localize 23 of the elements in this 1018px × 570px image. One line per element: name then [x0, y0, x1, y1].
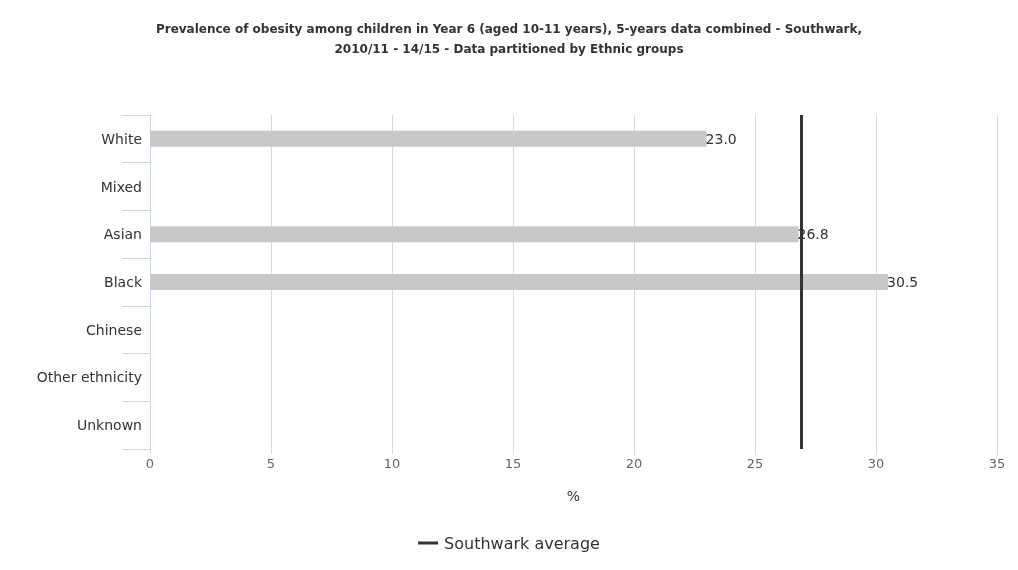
x-tick-label: 10	[383, 456, 401, 471]
x-tick-label: 20	[625, 456, 643, 471]
x-tick-label: 35	[988, 456, 1006, 471]
x-axis-title: %	[566, 488, 581, 504]
bar	[150, 226, 799, 243]
y-tick-label: Black	[104, 274, 143, 290]
x-tick-label: 0	[145, 456, 155, 471]
data-label: 30.5	[887, 274, 919, 290]
data-label: 23.0	[705, 130, 737, 147]
x-tick-label: 15	[504, 456, 522, 471]
bar	[150, 130, 707, 147]
legend-label: Southwark average	[444, 533, 600, 553]
y-tick-label: White	[101, 130, 142, 147]
bar	[150, 274, 889, 290]
y-tick-label: Chinese	[86, 321, 142, 338]
y-tick-label: Unknown	[77, 417, 142, 434]
x-tick-label: 25	[746, 456, 764, 471]
y-tick-label: Other ethnicity	[36, 369, 142, 386]
chart-title: Prevalence of obesity among children in Year 6 (aged 10-11 years), 5-years data combined - Southwark, 2010/11 - 14/15 - Data partitioned by Ethnic groups	[155, 22, 863, 56]
x-tick-label: 5	[266, 456, 276, 471]
y-tick-label: Asian	[103, 226, 142, 243]
x-tick-label: 30	[867, 456, 885, 471]
y-tick-label: Mixed	[100, 178, 142, 195]
